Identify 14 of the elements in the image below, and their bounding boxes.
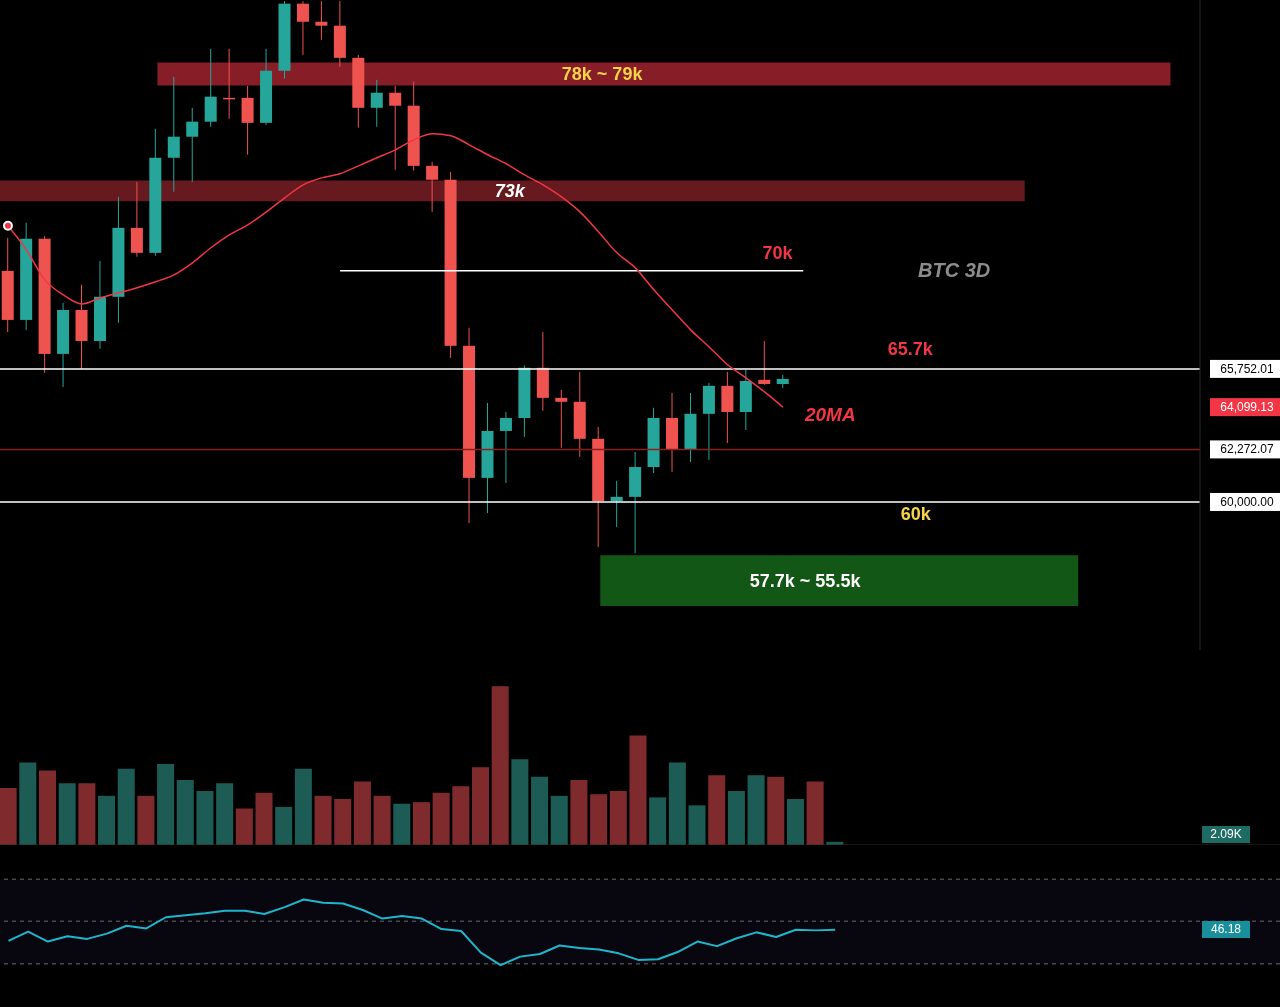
ref-line-label: 60k [900,503,932,524]
y-tick-label: 65,752.01 [1220,361,1275,376]
band-label: 78k ~ 79k [561,64,644,85]
ref-line-label: 70k [762,242,794,263]
band-label: 57.7k ~ 55.5k [749,570,862,591]
ref-line-label: 65.7k [887,338,934,359]
band-label: 73k [494,180,526,201]
text: BTC 3D [918,259,991,282]
text: 46.18 [1202,921,1250,938]
text: 2.09K [1202,826,1250,843]
y-tick-label: 62,272.07 [1220,442,1275,457]
series-label: 20MA [803,404,856,426]
y-tick-label: 64,099.13 [1220,400,1275,415]
y-tick-label: 60,000.00 [1220,494,1275,509]
